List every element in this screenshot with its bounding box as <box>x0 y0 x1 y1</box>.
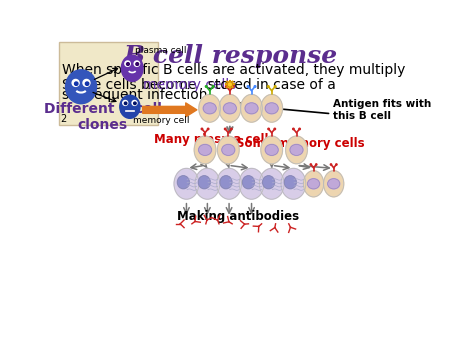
Ellipse shape <box>307 179 320 189</box>
Circle shape <box>299 128 300 130</box>
Text: Some memory cells: Some memory cells <box>236 137 364 150</box>
Text: Some cells become: Some cells become <box>63 77 201 92</box>
Ellipse shape <box>174 168 199 199</box>
Text: 2: 2 <box>60 114 67 124</box>
Circle shape <box>205 86 207 87</box>
Ellipse shape <box>265 103 278 114</box>
Circle shape <box>247 86 249 87</box>
Circle shape <box>201 128 202 130</box>
Ellipse shape <box>245 103 258 114</box>
Text: When specific B cells are activated, they multiply: When specific B cells are activated, the… <box>63 63 406 77</box>
Circle shape <box>254 86 256 87</box>
Ellipse shape <box>217 168 242 199</box>
Ellipse shape <box>194 136 216 164</box>
Ellipse shape <box>284 176 296 189</box>
Ellipse shape <box>219 94 241 122</box>
Text: Many plasma cells: Many plasma cells <box>154 133 276 146</box>
FancyArrowPatch shape <box>143 103 197 117</box>
Circle shape <box>212 86 214 87</box>
Ellipse shape <box>198 176 210 189</box>
Circle shape <box>134 102 136 104</box>
Ellipse shape <box>324 171 344 197</box>
Ellipse shape <box>261 94 283 122</box>
Ellipse shape <box>259 168 284 199</box>
Circle shape <box>231 128 232 130</box>
Circle shape <box>123 100 128 105</box>
Circle shape <box>225 128 226 130</box>
Circle shape <box>336 164 337 165</box>
Circle shape <box>75 82 78 86</box>
Text: memory cells: memory cells <box>143 77 236 92</box>
Ellipse shape <box>203 103 216 114</box>
Circle shape <box>132 100 137 105</box>
Circle shape <box>83 79 90 87</box>
Ellipse shape <box>243 176 254 189</box>
Circle shape <box>225 86 227 87</box>
FancyBboxPatch shape <box>58 42 158 125</box>
Ellipse shape <box>220 176 232 189</box>
Ellipse shape <box>286 136 307 164</box>
Ellipse shape <box>66 70 97 104</box>
Circle shape <box>233 86 234 87</box>
Text: memory cell: memory cell <box>133 116 189 125</box>
Circle shape <box>267 86 269 87</box>
Ellipse shape <box>265 144 278 155</box>
Ellipse shape <box>290 144 303 155</box>
Circle shape <box>310 164 311 165</box>
Ellipse shape <box>217 136 239 164</box>
Ellipse shape <box>261 136 283 164</box>
Circle shape <box>292 128 294 130</box>
Circle shape <box>207 128 209 130</box>
Ellipse shape <box>199 94 220 122</box>
Circle shape <box>227 82 233 87</box>
Ellipse shape <box>281 168 306 199</box>
Text: Making antibodies: Making antibodies <box>177 210 299 223</box>
Text: plasma cell: plasma cell <box>135 46 186 55</box>
Circle shape <box>86 82 89 86</box>
Ellipse shape <box>120 95 140 118</box>
Text: Antigen fits with
this B cell: Antigen fits with this B cell <box>333 99 431 121</box>
Circle shape <box>126 63 129 66</box>
Ellipse shape <box>303 171 324 197</box>
Circle shape <box>330 164 332 165</box>
Text: , stored in case of a: , stored in case of a <box>199 77 336 92</box>
Ellipse shape <box>177 176 189 189</box>
Circle shape <box>315 164 317 165</box>
Circle shape <box>274 128 275 130</box>
Ellipse shape <box>239 168 264 199</box>
Ellipse shape <box>241 94 262 122</box>
Ellipse shape <box>223 103 236 114</box>
Circle shape <box>125 61 130 66</box>
Text: Different B cell
clones: Different B cell clones <box>44 102 162 132</box>
Text: subsequent infection: subsequent infection <box>63 88 208 101</box>
Ellipse shape <box>328 179 340 189</box>
Circle shape <box>134 61 140 66</box>
Text: B cell response: B cell response <box>124 44 338 68</box>
Circle shape <box>274 86 276 87</box>
Ellipse shape <box>222 144 235 155</box>
Circle shape <box>268 128 270 130</box>
Circle shape <box>124 102 127 104</box>
Circle shape <box>72 79 79 87</box>
Ellipse shape <box>122 55 143 81</box>
Ellipse shape <box>263 176 274 189</box>
Ellipse shape <box>195 168 220 199</box>
Ellipse shape <box>198 144 211 155</box>
Circle shape <box>136 63 139 66</box>
